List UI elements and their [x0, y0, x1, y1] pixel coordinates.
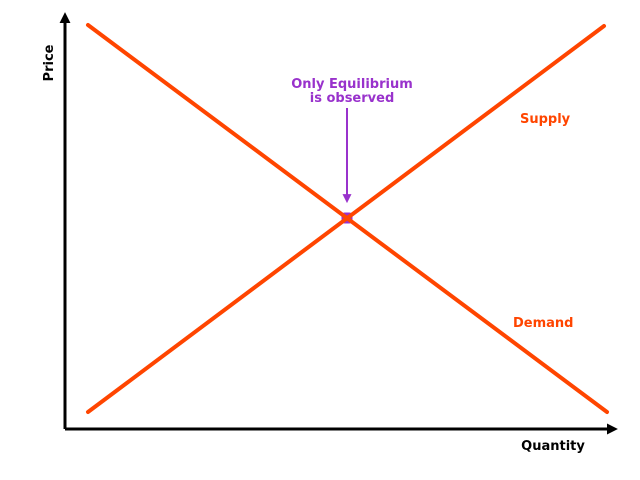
x-axis-label: Quantity: [521, 439, 585, 454]
annotation-text-line2: is observed: [310, 91, 395, 106]
supply-curve: [86, 24, 606, 414]
demand-label: Demand: [513, 316, 574, 331]
y-axis-label: Price: [42, 44, 57, 81]
supply-label: Supply: [520, 112, 571, 127]
annotation-text-line1: Only Equilibrium: [291, 77, 413, 92]
